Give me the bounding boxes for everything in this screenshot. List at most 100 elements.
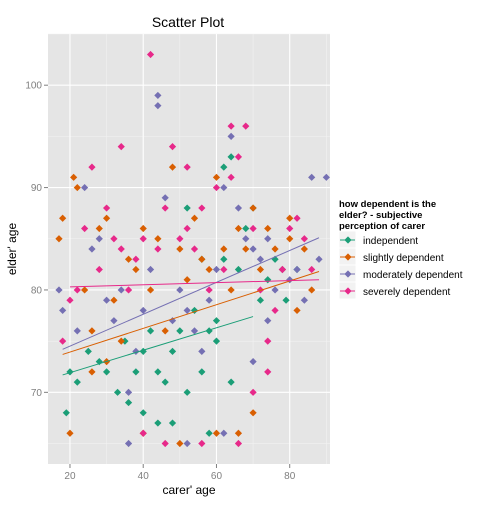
data-point <box>102 368 111 376</box>
data-point <box>73 183 81 192</box>
data-point <box>146 286 155 294</box>
data-point <box>139 409 147 417</box>
data-point <box>117 143 125 151</box>
data-point <box>176 245 184 253</box>
data-point <box>66 368 74 376</box>
data-point <box>227 173 235 181</box>
legend-title-line: perception of carer <box>339 221 425 232</box>
data-point <box>168 317 177 325</box>
data-point <box>154 419 162 427</box>
data-point <box>168 143 177 151</box>
data-point <box>205 296 213 304</box>
trend-line <box>69 279 320 288</box>
data-point <box>168 347 177 355</box>
x-tick-label: 40 <box>138 471 150 482</box>
data-point <box>113 388 122 396</box>
data-point <box>81 224 89 233</box>
data-point <box>286 224 294 233</box>
data-point <box>234 153 243 161</box>
data-point <box>190 327 199 335</box>
data-point <box>139 224 147 233</box>
data-point <box>161 439 169 448</box>
y-tick-label: 100 <box>25 81 42 92</box>
data-point <box>132 368 140 376</box>
data-point <box>271 245 279 253</box>
series-severely-dependent <box>59 50 316 448</box>
data-point <box>66 296 74 304</box>
data-point <box>227 122 235 130</box>
data-point <box>300 296 308 304</box>
data-point <box>81 183 89 192</box>
legend-title-line: how dependent is the <box>339 199 436 210</box>
legend-key-symbol <box>344 253 352 261</box>
data-point <box>315 255 323 263</box>
data-point <box>264 337 272 345</box>
data-point <box>190 214 199 222</box>
data-point <box>198 368 206 376</box>
data-point <box>190 306 199 315</box>
data-point <box>146 265 155 274</box>
data-point <box>59 337 67 345</box>
data-point <box>73 378 81 386</box>
data-point <box>308 286 316 294</box>
legend-label: severely dependent <box>363 287 451 298</box>
data-point <box>212 183 221 192</box>
data-point <box>146 50 155 59</box>
data-point <box>183 306 191 315</box>
data-point <box>139 347 147 355</box>
data-point <box>102 296 111 304</box>
data-point <box>249 245 257 253</box>
data-point <box>227 286 235 294</box>
data-point <box>249 224 257 233</box>
data-point <box>81 286 89 294</box>
y-tick-label: 80 <box>31 285 43 296</box>
data-point <box>293 265 301 274</box>
data-point <box>234 265 243 274</box>
data-point <box>198 439 206 448</box>
data-point <box>139 306 147 315</box>
data-point <box>117 337 125 345</box>
data-point <box>161 204 169 212</box>
data-point <box>73 327 81 335</box>
trend-line <box>62 316 254 376</box>
data-point <box>62 409 70 417</box>
data-point <box>242 245 250 253</box>
data-point <box>110 235 118 243</box>
legend-label: moderately dependent <box>363 270 463 281</box>
data-point <box>212 337 221 345</box>
legend-title-line: elder? - subjective <box>339 210 422 221</box>
data-point <box>227 153 235 161</box>
data-point <box>146 327 155 335</box>
data-point <box>154 235 162 243</box>
data-point <box>220 255 228 263</box>
trend-layer <box>62 237 320 376</box>
data-point <box>154 102 162 110</box>
x-tick-label: 80 <box>284 471 296 482</box>
data-point <box>95 265 103 274</box>
data-point <box>59 306 67 315</box>
data-point <box>183 204 191 212</box>
data-point <box>220 183 228 192</box>
data-point <box>249 409 257 417</box>
data-point <box>300 245 308 253</box>
data-point <box>88 327 96 335</box>
data-point <box>198 204 206 212</box>
data-point <box>249 388 257 396</box>
points-layer <box>55 50 330 448</box>
data-point <box>220 265 228 274</box>
data-point <box>212 265 221 274</box>
data-point <box>66 429 74 437</box>
data-point <box>264 317 272 325</box>
data-point <box>117 286 125 294</box>
data-point <box>95 224 103 233</box>
data-point <box>176 235 184 243</box>
data-point <box>256 255 265 263</box>
data-point <box>124 439 133 448</box>
y-tick-label: 70 <box>31 388 43 399</box>
chart-title: Scatter Plot <box>152 14 224 30</box>
data-point <box>132 255 140 263</box>
data-point <box>183 163 191 171</box>
x-tick-label: 20 <box>64 471 76 482</box>
data-point <box>205 429 213 437</box>
data-point <box>282 296 290 304</box>
